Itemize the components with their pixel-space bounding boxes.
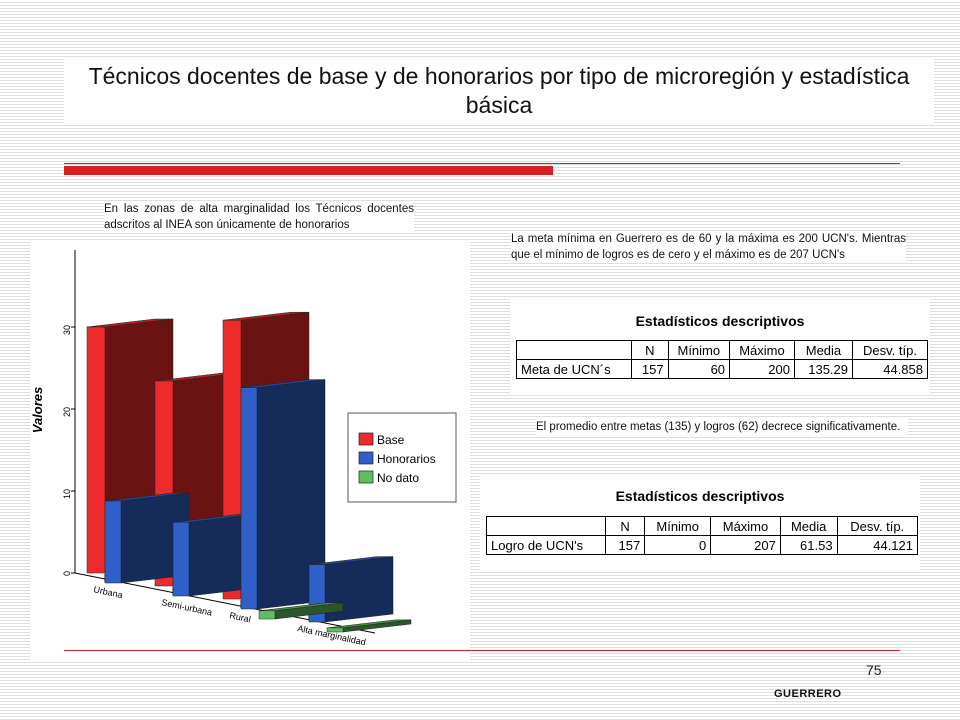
y-tick-label: 20 [62, 407, 72, 417]
col-header: N [631, 340, 669, 360]
y-axis-label: Valores [30, 387, 45, 434]
stats-table: N Mínimo Máximo Media Desv. típ. Logro d… [486, 516, 919, 555]
footer-label: GUERRERO [774, 688, 842, 700]
bar [240, 387, 258, 610]
bottom-divider [64, 650, 900, 651]
cell-mean: 135.29 [793, 359, 854, 379]
legend-swatch [358, 451, 374, 465]
legend-swatch [358, 470, 374, 484]
col-header: Mínimo [644, 516, 712, 536]
col-header: Desv. típ. [836, 516, 919, 536]
bar [258, 610, 276, 620]
x-tick-label: Rural [229, 610, 252, 624]
legend-label: Honorarios [377, 452, 436, 466]
page-number: 75 [866, 662, 882, 678]
cell-min: 60 [667, 359, 731, 379]
stats-table-meta: Estadísticos descriptivos N Mínimo Máxim… [510, 297, 930, 393]
y-tick-label: 10 [62, 489, 72, 499]
stats-table: N Mínimo Máximo Media Desv. típ. Meta de… [516, 340, 928, 379]
cell-max: 200 [729, 359, 795, 379]
col-header: Desv. típ. [852, 340, 928, 360]
row-label: Logro de UCN's [486, 535, 606, 555]
x-axis-line [74, 572, 376, 634]
cell-max: 207 [710, 535, 781, 555]
col-header: Media [779, 516, 838, 536]
divider-line [64, 163, 900, 164]
x-tick-label: Semi-urbana [161, 597, 213, 617]
bar [326, 627, 344, 633]
bar [172, 521, 190, 597]
table-title: Estadísticos descriptivos [615, 488, 785, 504]
cell-mean: 61.53 [779, 535, 838, 555]
cell-n: 157 [631, 359, 669, 379]
col-header: Media [793, 340, 854, 360]
row-label: Meta de UCN´s [516, 359, 632, 379]
col-header: Mínimo [667, 340, 731, 360]
stats-table-logro: Estadísticos descriptivos N Mínimo Máxim… [480, 474, 920, 570]
cell-n: 157 [604, 535, 646, 555]
note-right: La meta mínima en Guerrero es de 60 y la… [511, 231, 906, 263]
cell-min: 0 [644, 535, 712, 555]
header-empty [486, 516, 606, 536]
col-header: Máximo [710, 516, 781, 536]
note-mid: El promedio entre metas (135) y logros (… [536, 419, 908, 435]
bar-chart: 0 10 20 30 Valores Urbana Semi-urbana Rural Alta… [30, 240, 470, 660]
slide-title: Técnicos docentes de base y de honorario… [88, 63, 910, 118]
bar [104, 500, 122, 584]
cell-sd: 44.858 [852, 359, 928, 379]
cell-sd: 44.121 [836, 535, 919, 555]
legend-label: No dato [377, 471, 419, 485]
bar [86, 326, 106, 574]
bar-side [324, 556, 394, 623]
col-header: N [604, 516, 646, 536]
y-tick-label: 30 [62, 325, 72, 335]
y-tick-label: 0 [62, 571, 72, 576]
legend-label: Base [377, 433, 405, 447]
title-box [64, 57, 934, 125]
table-title: Estadísticos descriptivos [635, 313, 805, 329]
header-empty [516, 340, 632, 360]
legend-swatch [358, 432, 374, 446]
note-left: En las zonas de alta marginalidad los Té… [104, 201, 414, 233]
x-tick-label: Urbana [93, 584, 124, 600]
col-header: Máximo [729, 340, 795, 360]
accent-bar [64, 166, 553, 175]
